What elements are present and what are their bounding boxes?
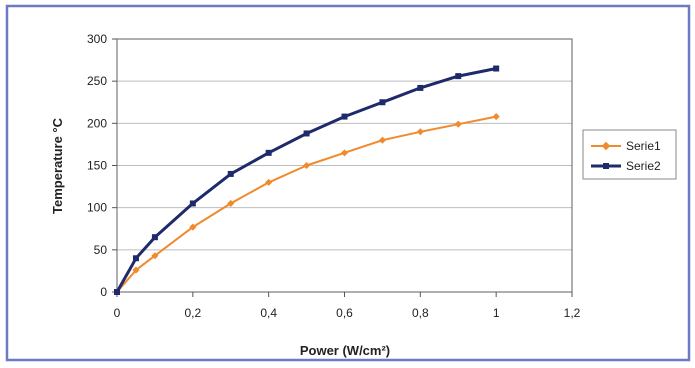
y-tick-label: 100 xyxy=(87,201,107,215)
data-point-serie2 xyxy=(493,65,500,72)
data-point-serie1 xyxy=(303,161,311,170)
data-point-serie2 xyxy=(379,99,386,106)
series-line-serie2 xyxy=(115,67,497,293)
axis-ticks: 0 50 100 150 200 250 300 0 0,2 0,4 0,6 0,8 1 1,2 xyxy=(87,32,581,320)
legend-label-serie1: Serie1 xyxy=(626,139,661,153)
data-point-serie1 xyxy=(416,128,424,136)
legend-item-serie2: Serie2 xyxy=(591,159,661,173)
data-point-serie2 xyxy=(341,113,348,120)
data-point-serie1 xyxy=(132,266,140,274)
data-point-serie1 xyxy=(378,136,386,144)
x-axis-title: Power (W/cm²) xyxy=(300,343,390,358)
data-point-serie1 xyxy=(340,149,349,157)
y-tick-label: 50 xyxy=(94,243,108,257)
data-point-serie2 xyxy=(265,149,272,156)
data-point-serie1 xyxy=(189,223,197,231)
series-layer xyxy=(113,65,500,296)
y-tick-label: 200 xyxy=(87,116,107,130)
data-point-serie2 xyxy=(455,73,462,80)
legend-box xyxy=(582,129,677,180)
legend-label-serie2: Serie2 xyxy=(626,159,661,173)
data-point-serie2 xyxy=(417,84,424,91)
legend-marker-serie2 xyxy=(603,163,609,169)
data-point-serie2 xyxy=(189,200,196,207)
y-tick-label: 250 xyxy=(87,74,107,88)
y-tick-label: 0 xyxy=(100,285,107,299)
legend: Serie1 Serie2 xyxy=(582,129,677,180)
x-tick-label: 0,8 xyxy=(412,306,429,320)
x-tick-label: 0 xyxy=(114,306,121,320)
x-tick-label: 0,6 xyxy=(336,306,353,320)
data-point-serie1 xyxy=(227,199,235,207)
data-point-serie1 xyxy=(265,178,273,186)
data-point-serie2 xyxy=(114,289,120,295)
data-point-serie1 xyxy=(151,252,159,260)
y-tick-label: 300 xyxy=(87,32,107,46)
x-tick-label: 0,4 xyxy=(260,306,277,320)
data-point-serie1 xyxy=(454,120,462,128)
y-axis-title: Temperature °C xyxy=(50,117,65,214)
x-tick-label: 1 xyxy=(493,306,500,320)
data-point-serie2 xyxy=(132,255,139,262)
y-tick-label: 150 xyxy=(87,159,107,173)
data-point-serie2 xyxy=(151,234,158,241)
x-tick-label: 0,2 xyxy=(184,306,201,320)
x-tick-label: 1,2 xyxy=(564,306,581,320)
gridlines xyxy=(117,80,572,251)
data-point-serie1 xyxy=(492,113,500,121)
series-line-serie1 xyxy=(116,115,497,293)
data-point-serie2 xyxy=(303,130,310,137)
data-point-serie2 xyxy=(227,170,234,177)
